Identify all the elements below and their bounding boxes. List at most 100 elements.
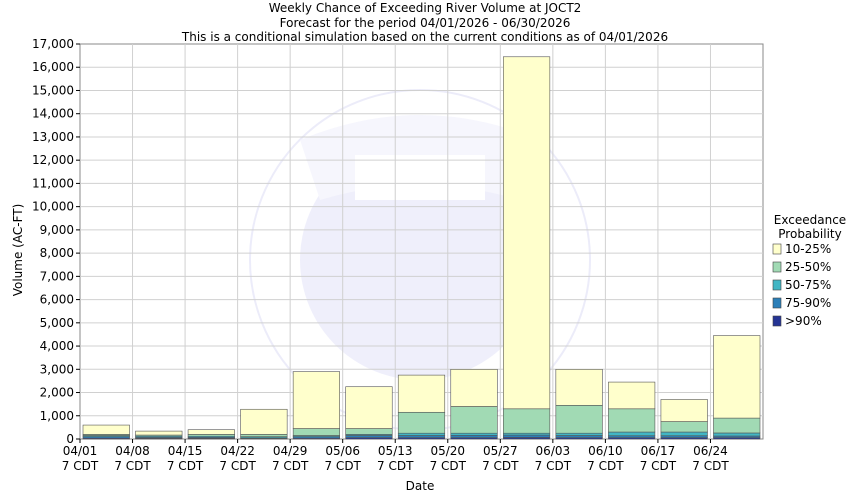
y-tick-label: 5,000 (40, 316, 74, 330)
y-tick-label: 13,000 (32, 130, 74, 144)
legend-title: Exceedance (774, 213, 846, 227)
legend-swatch (772, 315, 782, 327)
y-tick-label: 0 (66, 432, 74, 446)
bar-segment (397, 411, 446, 434)
bar-segment (240, 408, 288, 435)
y-tick-label: 9,000 (40, 223, 74, 237)
x-tick-label: 05/13 (378, 444, 413, 458)
bar-segment (450, 406, 498, 434)
x-tick-sublabel: 7 CDT (692, 459, 729, 473)
bar-segment (660, 431, 708, 437)
x-tick-label: 06/03 (536, 444, 571, 458)
bar-segment (82, 424, 130, 435)
bar-segment (345, 386, 393, 429)
bar-segment (450, 368, 498, 407)
x-tick-sublabel: 7 CDT (535, 459, 572, 473)
bar-segment (187, 429, 235, 435)
x-tick-sublabel: 7 CDT (430, 459, 467, 473)
x-tick-label: 05/27 (483, 444, 518, 458)
y-tick-label: 1,000 (40, 409, 74, 423)
x-tick-sublabel: 7 CDT (640, 459, 677, 473)
y-tick-label: 7,000 (40, 269, 74, 283)
y-axis-label: Volume (AC-FT) (11, 204, 25, 297)
bar-segment (292, 371, 340, 429)
legend-label: 10-25% (785, 242, 831, 256)
bar-segment (397, 432, 446, 436)
x-tick-label: 04/08 (115, 444, 150, 458)
bar-segment (345, 428, 393, 435)
legend-title: Probability (778, 227, 841, 241)
x-tick-sublabel: 7 CDT (219, 459, 256, 473)
y-tick-label: 8,000 (40, 246, 74, 260)
legend-label: 25-50% (785, 260, 831, 274)
bar-segment (555, 405, 603, 434)
bar-segment (503, 408, 551, 434)
bar-segment (608, 381, 656, 410)
x-tick-label: 05/20 (430, 444, 465, 458)
x-tick-sublabel: 7 CDT (167, 459, 204, 473)
y-axis-ticks: 0 1,000 2,000 3,000 4,000 5,000 6,000 7,000 8,00… (32, 37, 80, 446)
bar-segment (292, 428, 340, 436)
x-tick-label: 04/15 (168, 444, 203, 458)
bar-segment (608, 431, 656, 437)
bar-segment (555, 432, 603, 436)
x-tick-sublabel: 7 CDT (114, 459, 151, 473)
x-tick-label: 06/17 (641, 444, 676, 458)
bar-segment (345, 435, 393, 438)
x-tick-label: 04/29 (273, 444, 308, 458)
bar-segment (713, 417, 761, 434)
x-tick-sublabel: 7 CDT (377, 459, 414, 473)
x-tick-label: 06/24 (693, 444, 728, 458)
x-tick-label: 05/06 (325, 444, 360, 458)
x-tick-label: 04/01 (63, 444, 98, 458)
x-tick-label: 06/10 (588, 444, 623, 458)
title-line-1: Weekly Chance of Exceeding River Volume … (269, 1, 582, 15)
title-line-2: Forecast for the period 04/01/2026 - 06/… (280, 16, 571, 30)
y-tick-label: 11,000 (32, 176, 74, 190)
x-tick-sublabel: 7 CDT (272, 459, 309, 473)
bar-segment (503, 434, 551, 438)
y-tick-label: 10,000 (32, 200, 74, 214)
y-tick-label: 2,000 (40, 386, 74, 400)
bar-segment (135, 430, 183, 436)
x-axis-label: Date (406, 479, 435, 493)
bar-segment (450, 432, 498, 436)
y-tick-label: 15,000 (32, 83, 74, 97)
bar-segment (450, 434, 498, 438)
x-tick-sublabel: 7 CDT (62, 459, 99, 473)
bar-segment (555, 368, 603, 406)
bar-segment (713, 432, 761, 437)
bar-segment (660, 399, 708, 422)
y-tick-label: 17,000 (32, 37, 74, 51)
gridlines (80, 44, 763, 439)
y-tick-label: 6,000 (40, 293, 74, 307)
x-tick-sublabel: 7 CDT (482, 459, 519, 473)
bar-segment (503, 56, 551, 410)
x-tick-sublabel: 7 CDT (324, 459, 361, 473)
bar-segment (713, 335, 761, 419)
title-line-3: This is a conditional simulation based o… (181, 30, 668, 44)
noaa-watermark-logo (249, 89, 591, 431)
bar-segment (397, 435, 446, 438)
y-tick-label: 14,000 (32, 107, 74, 121)
legend-swatch (772, 243, 782, 255)
x-tick-sublabel: 7 CDT (587, 459, 624, 473)
x-tick-label: 04/22 (220, 444, 255, 458)
legend-swatch (772, 297, 782, 309)
bars (82, 56, 761, 440)
legend-label: 75-90% (785, 296, 831, 310)
y-tick-label: 16,000 (32, 60, 74, 74)
y-tick-label: 12,000 (32, 153, 74, 167)
bar-segment (608, 408, 656, 433)
y-tick-label: 4,000 (40, 339, 74, 353)
y-tick-label: 3,000 (40, 362, 74, 376)
legend-label: >90% (785, 314, 822, 328)
bar-segment (397, 374, 446, 413)
legend-swatch (772, 261, 782, 273)
bar-segment (240, 434, 288, 437)
chart-title: Weekly Chance of Exceeding River Volume … (181, 1, 668, 44)
legend-label: 50-75% (785, 278, 831, 292)
